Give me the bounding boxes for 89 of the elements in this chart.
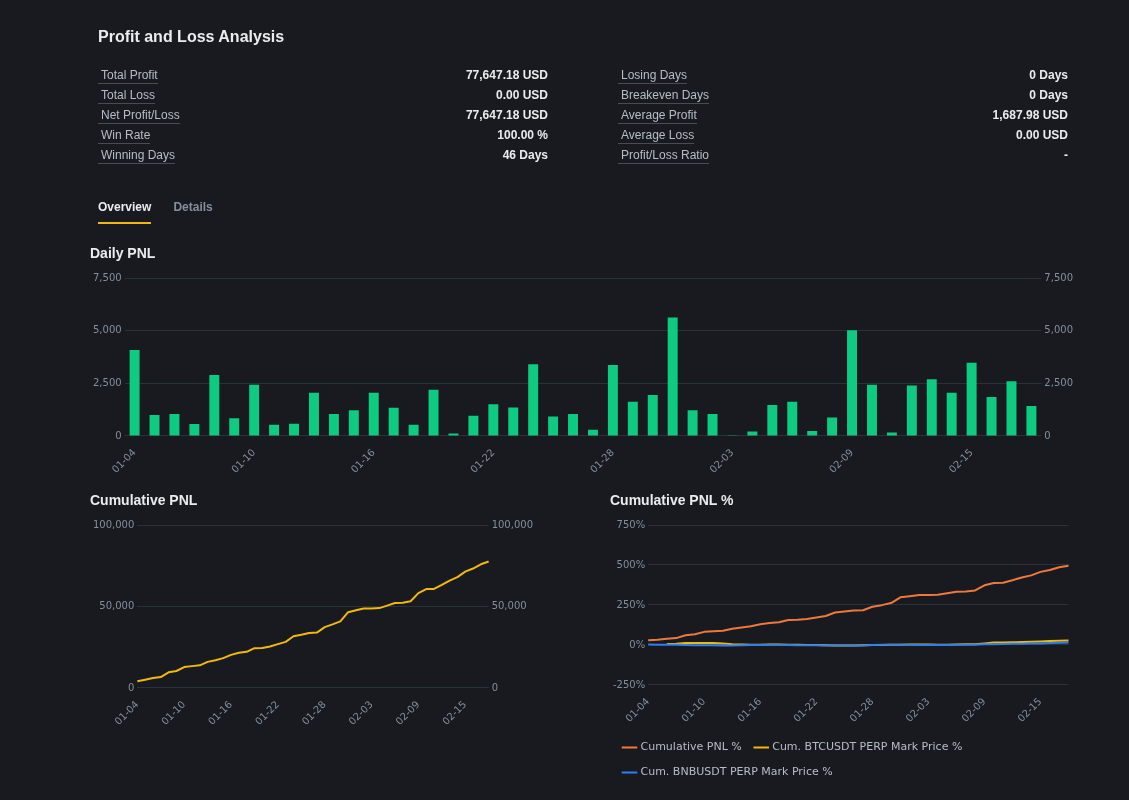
y2-tick-label: 5,000: [1044, 324, 1074, 336]
text: 1,687.98 USD: [991, 108, 1068, 124]
text: Winning Days: [98, 148, 176, 164]
y-tick-label: 0: [115, 429, 122, 441]
legend-label: Cumulative PNL %: [640, 740, 742, 754]
bar: [568, 414, 579, 436]
y-tick-label: 0%: [629, 638, 646, 650]
bar: [946, 392, 957, 436]
bar: [508, 407, 519, 436]
y-tick-label: 7,500: [92, 271, 122, 283]
text: 46 Days: [501, 148, 548, 164]
bar: [129, 350, 140, 436]
bar: [827, 417, 838, 436]
bar: [328, 414, 339, 436]
text: 100.00 %: [496, 128, 548, 144]
text: Average Loss: [618, 128, 695, 144]
bar: [289, 423, 300, 436]
chart-title: Daily PNL: [90, 245, 157, 261]
bar: [348, 410, 359, 436]
text: 0 Days: [1028, 88, 1068, 104]
bar: [707, 414, 718, 436]
legend-label: Cum. BNBUSDT PERP Mark Price %: [640, 765, 833, 779]
bar: [787, 401, 798, 436]
bar: [169, 414, 180, 436]
chart-title: Cumulative PNL %: [610, 492, 735, 508]
text: Details: [173, 200, 213, 216]
bar: [548, 416, 559, 436]
bar: [647, 395, 658, 436]
bar: [1026, 406, 1037, 436]
text: Profit and Loss Analysis: [98, 28, 286, 46]
bar: [687, 410, 698, 436]
bar: [388, 407, 399, 436]
bar: [149, 415, 160, 436]
text: Breakeven Days: [618, 88, 710, 104]
text: 0.00 USD: [1014, 128, 1068, 144]
chart-title: Cumulative PNL: [90, 492, 199, 508]
y-tick-label: 50,000: [99, 600, 135, 612]
text: 0.00 USD: [494, 88, 548, 104]
text: 77,647.18 USD: [464, 68, 548, 84]
y-tick-label: 500%: [616, 558, 646, 570]
bar: [249, 384, 260, 436]
bar: [1006, 381, 1017, 436]
bar: [448, 433, 459, 436]
bar: [767, 405, 778, 436]
text: Average Profit: [618, 108, 697, 124]
text: 77,647.18 USD: [464, 108, 548, 124]
bar: [966, 362, 977, 436]
text: Win Rate: [98, 128, 151, 144]
y-tick-label: 0: [127, 681, 135, 693]
y2-tick-label: 0: [1044, 429, 1051, 441]
bar: [468, 415, 479, 436]
text: Net Profit/Loss: [98, 108, 180, 124]
y2-tick-label: 2,500: [1044, 376, 1074, 388]
y-tick-label: 750%: [616, 518, 646, 530]
y-tick-label: 100,000: [92, 518, 135, 530]
text: Losing Days: [618, 68, 688, 84]
bar: [906, 385, 917, 436]
bar: [986, 397, 997, 436]
text: -: [1063, 148, 1068, 164]
y-tick-label: 5,000: [92, 324, 122, 336]
bar: [866, 384, 877, 436]
bar: [368, 392, 379, 436]
bar: [488, 404, 499, 436]
bar: [229, 418, 240, 436]
text: Profit/Loss Ratio: [618, 148, 710, 164]
bar: [847, 330, 858, 436]
bar: [627, 401, 638, 436]
y-tick-label: 2,500: [92, 376, 122, 388]
text: Total Profit: [98, 68, 158, 84]
y-tick-label: 250%: [616, 598, 646, 610]
y2-tick-label: 50,000: [491, 600, 527, 612]
bar: [209, 375, 220, 436]
bar: [607, 364, 618, 436]
y2-tick-label: 7,500: [1044, 271, 1074, 283]
bar: [428, 389, 439, 436]
bar: [528, 364, 539, 436]
y2-tick-label: 100,000: [491, 518, 534, 530]
bar: [269, 424, 280, 436]
bar: [408, 424, 419, 436]
text: Total Loss: [98, 88, 156, 104]
bar: [308, 392, 319, 436]
bar: [667, 317, 678, 436]
y-tick-label: -250%: [612, 678, 646, 690]
legend-label: Cum. BTCUSDT PERP Mark Price %: [772, 740, 963, 754]
bar: [926, 379, 937, 436]
text: 0 Days: [1028, 68, 1068, 84]
y2-tick-label: 0: [491, 681, 499, 693]
text: Overview: [98, 200, 152, 224]
bar: [189, 423, 200, 436]
